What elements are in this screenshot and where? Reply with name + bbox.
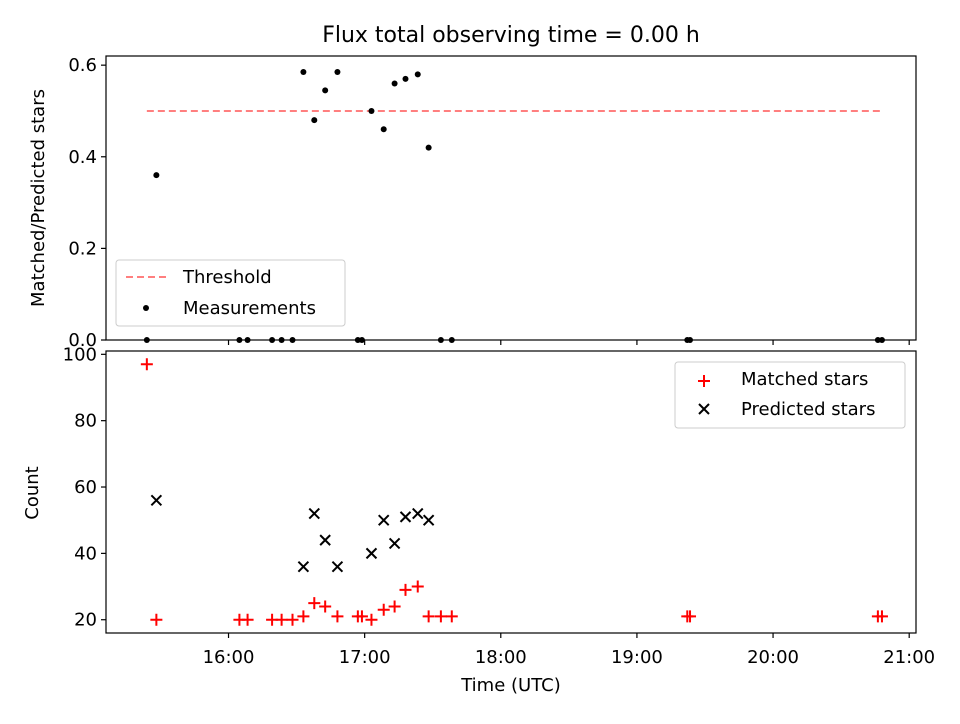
bottom-panel-ylabel: Count bbox=[22, 466, 43, 519]
measurement-point bbox=[380, 126, 387, 133]
top-ytick-label: 0.6 bbox=[68, 55, 97, 76]
predicted-star-point bbox=[297, 560, 310, 573]
top-legend: Threshold Measurements bbox=[115, 259, 346, 327]
predicted-star-point bbox=[331, 560, 344, 573]
matched-star-point bbox=[411, 580, 424, 593]
predicted-star-point bbox=[365, 547, 378, 560]
top-panel: 0.0 0.2 0.4 0.6 Matched/Predicted stars Thr… bbox=[28, 55, 917, 351]
matched-legend-swatch bbox=[698, 375, 710, 387]
bottom-xtick-label: 21:00 bbox=[883, 647, 935, 668]
predicted-star-point bbox=[399, 511, 412, 523]
bottom-xtick-label: 17:00 bbox=[339, 647, 391, 668]
bottom-ytick-label: 20 bbox=[74, 610, 97, 631]
measurement-point bbox=[153, 172, 160, 179]
top-panel-ylabel: Matched/Predicted stars bbox=[28, 89, 49, 307]
predicted-star-point bbox=[308, 507, 320, 520]
predicted-star-point bbox=[422, 514, 435, 526]
bottom-panel-xlabel: Time (UTC) bbox=[460, 675, 561, 696]
predicted-legend-swatch bbox=[698, 403, 710, 415]
top-panel-ticks: 0.0 0.2 0.4 0.6 bbox=[68, 55, 910, 351]
matched-star-point bbox=[388, 600, 401, 613]
measurement-point bbox=[322, 87, 329, 94]
predicted-star-point bbox=[378, 514, 390, 526]
measurement-point bbox=[414, 71, 421, 78]
predicted-legend-label: Predicted stars bbox=[741, 399, 875, 420]
measurements-legend-swatch bbox=[143, 305, 149, 311]
bottom-legend: Matched stars Predicted stars bbox=[674, 361, 906, 429]
measurement-point bbox=[391, 80, 398, 87]
predicted-star-point bbox=[150, 494, 163, 507]
matched-star-point bbox=[319, 600, 332, 613]
bottom-panel-frame bbox=[105, 350, 917, 634]
matched-star-point bbox=[275, 613, 288, 626]
matched-star-point bbox=[241, 613, 254, 626]
bottom-ytick-label: 100 bbox=[63, 344, 97, 365]
top-panel-marks bbox=[143, 69, 885, 343]
matched-star-point bbox=[377, 603, 390, 616]
predicted-star-point bbox=[412, 507, 424, 520]
bottom-legend-box bbox=[674, 361, 906, 429]
matched-star-point bbox=[331, 610, 344, 623]
measurement-point bbox=[334, 69, 341, 76]
measurement-point bbox=[425, 144, 432, 151]
measurement-point bbox=[368, 107, 375, 114]
threshold-legend-label: Threshold bbox=[182, 267, 272, 288]
predicted-star-point bbox=[319, 534, 331, 546]
top-ytick-label: 0.2 bbox=[68, 238, 97, 259]
measurement-point bbox=[311, 117, 318, 124]
matched-star-point bbox=[355, 610, 368, 623]
matched-star-point bbox=[286, 613, 299, 626]
matched-star-point bbox=[140, 358, 153, 371]
top-ytick-label: 0.4 bbox=[68, 147, 97, 168]
bottom-ytick-label: 60 bbox=[74, 477, 97, 498]
top-legend-box bbox=[115, 259, 346, 327]
matched-star-point bbox=[422, 610, 435, 623]
predicted-star-point bbox=[388, 537, 401, 550]
measurements-legend-label: Measurements bbox=[183, 298, 316, 319]
bottom-xtick-label: 18:00 bbox=[475, 647, 527, 668]
bottom-panel-ticks: 20 40 60 80 100 16:00 17:00 18:00 19:00 20:00 21:0… bbox=[63, 344, 935, 668]
matched-star-point bbox=[684, 610, 697, 623]
matched-star-point bbox=[875, 610, 888, 623]
matched-star-point bbox=[150, 613, 163, 626]
bottom-xtick-label: 20:00 bbox=[747, 647, 799, 668]
matched-star-point bbox=[308, 597, 321, 610]
chart-title: Flux total observing time = 0.00 h bbox=[322, 23, 700, 48]
bottom-ytick-label: 40 bbox=[74, 543, 97, 564]
matched-star-point bbox=[434, 610, 447, 623]
measurement-point bbox=[402, 75, 409, 82]
top-panel-frame bbox=[105, 55, 917, 341]
measurement-point bbox=[300, 69, 307, 76]
matched-star-point bbox=[365, 613, 378, 626]
bottom-panel-marks bbox=[140, 358, 888, 626]
matched-star-point bbox=[297, 610, 310, 623]
top-ytick-label: 0.0 bbox=[68, 330, 97, 351]
matched-legend-label: Matched stars bbox=[741, 369, 868, 390]
matched-star-point bbox=[399, 583, 412, 596]
bottom-panel: 20 40 60 80 100 16:00 17:00 18:00 19:00 20:00 21:0… bbox=[22, 344, 935, 696]
bottom-ytick-label: 80 bbox=[74, 411, 97, 432]
matched-star-point bbox=[445, 610, 458, 623]
bottom-xtick-label: 16:00 bbox=[203, 647, 255, 668]
bottom-xtick-label: 19:00 bbox=[611, 647, 663, 668]
